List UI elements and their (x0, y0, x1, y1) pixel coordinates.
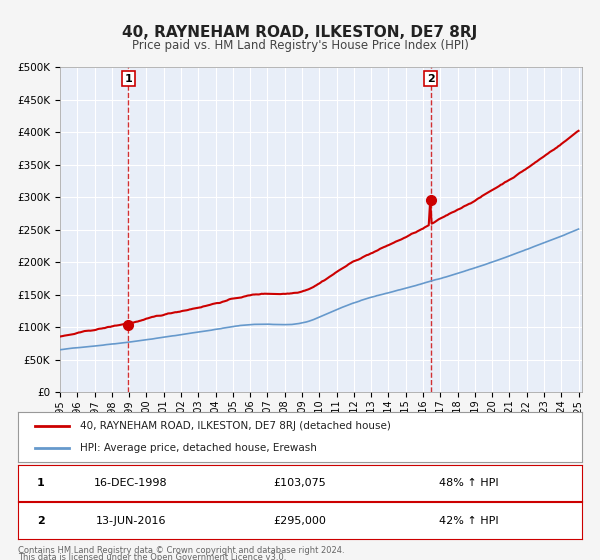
Text: £295,000: £295,000 (274, 516, 326, 525)
Text: 2: 2 (37, 516, 44, 525)
Text: 1: 1 (125, 74, 133, 83)
Text: 1: 1 (37, 478, 44, 488)
Text: £103,075: £103,075 (274, 478, 326, 488)
Text: 13-JUN-2016: 13-JUN-2016 (95, 516, 166, 525)
Text: 42% ↑ HPI: 42% ↑ HPI (439, 516, 499, 525)
Text: This data is licensed under the Open Government Licence v3.0.: This data is licensed under the Open Gov… (18, 553, 286, 560)
Text: Price paid vs. HM Land Registry's House Price Index (HPI): Price paid vs. HM Land Registry's House … (131, 39, 469, 52)
Text: Contains HM Land Registry data © Crown copyright and database right 2024.: Contains HM Land Registry data © Crown c… (18, 546, 344, 555)
Text: HPI: Average price, detached house, Erewash: HPI: Average price, detached house, Erew… (80, 443, 317, 453)
Text: 40, RAYNEHAM ROAD, ILKESTON, DE7 8RJ: 40, RAYNEHAM ROAD, ILKESTON, DE7 8RJ (122, 25, 478, 40)
Text: 2: 2 (427, 74, 434, 83)
Text: 48% ↑ HPI: 48% ↑ HPI (439, 478, 499, 488)
Text: 16-DEC-1998: 16-DEC-1998 (94, 478, 167, 488)
Text: 40, RAYNEHAM ROAD, ILKESTON, DE7 8RJ (detached house): 40, RAYNEHAM ROAD, ILKESTON, DE7 8RJ (de… (80, 421, 391, 431)
